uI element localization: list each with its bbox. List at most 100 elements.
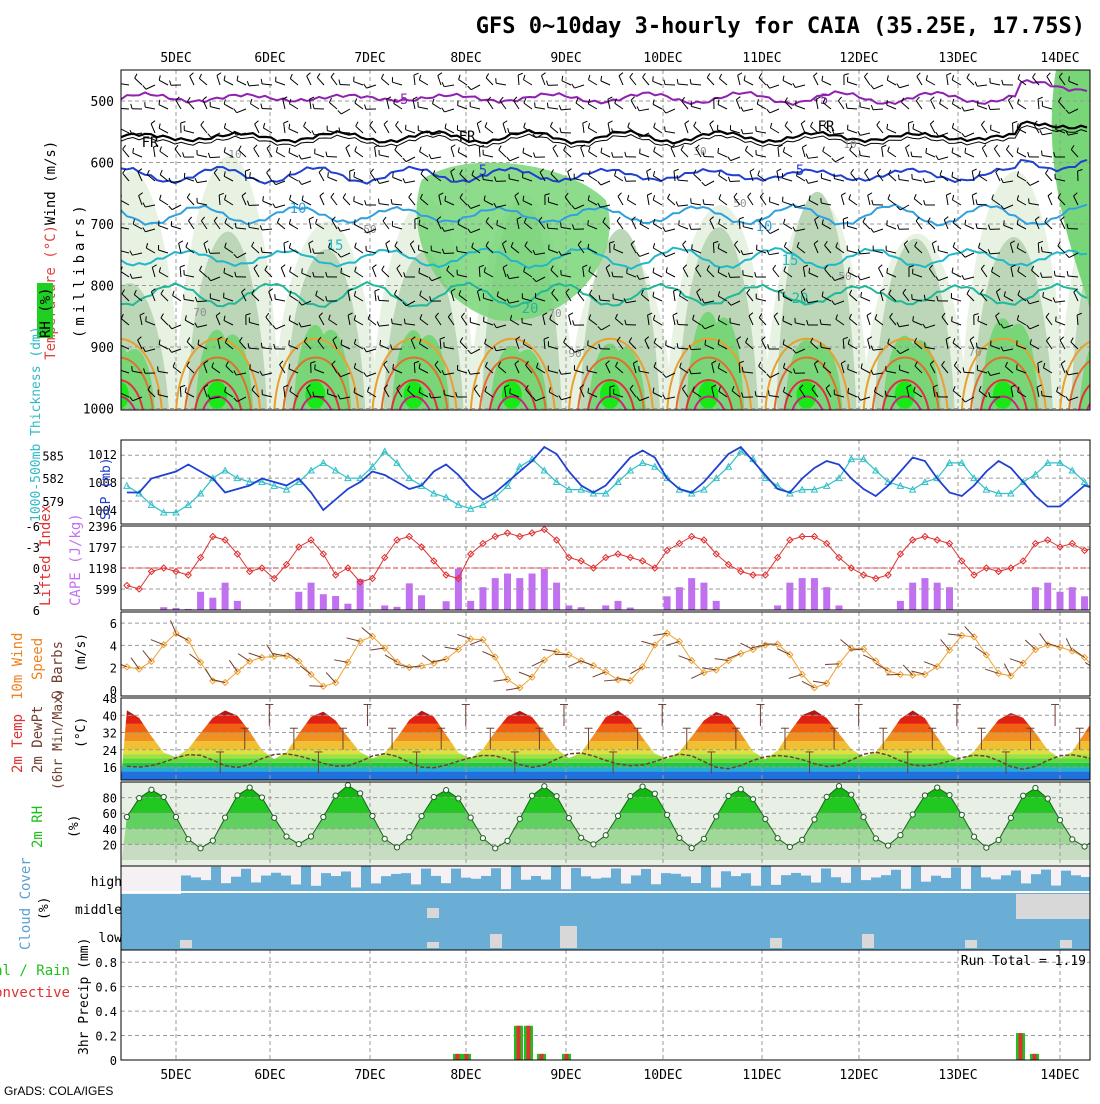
- cloud-high-gap: [841, 866, 851, 883]
- wind-barb-flag: [1069, 76, 1070, 81]
- temp2m-ylabel-1: 2m Temp: [10, 714, 26, 773]
- wind-barb-flag: [588, 220, 589, 225]
- precip-convective-bar: [540, 1054, 544, 1060]
- rh-saturated: [502, 381, 522, 409]
- rh2m-point: [198, 846, 203, 851]
- wind-barb: [691, 373, 701, 374]
- wind-barb-flag: [497, 220, 498, 225]
- cloud-high-gap: [781, 866, 791, 875]
- thickness-tick-label: 582: [42, 472, 64, 486]
- cloud-level-label: low: [99, 931, 123, 946]
- precip-tick-label: 0.6: [95, 981, 117, 995]
- cape-bar: [467, 601, 474, 610]
- cloud-high-gap: [991, 866, 1001, 879]
- rh2m-point: [800, 837, 805, 842]
- pressure-tick-label: 700: [91, 218, 114, 233]
- wind-barb-flag: [887, 220, 888, 225]
- wind-barb: [713, 243, 714, 253]
- chart-title: GFS 0~10day 3-hourly for CAIA (35.25E, 1…: [476, 14, 1085, 39]
- cape-bar: [381, 605, 388, 610]
- cloud-high-gap: [581, 866, 591, 876]
- wind-barb-flag: [679, 220, 680, 225]
- cloud-high-gap: [961, 866, 971, 889]
- wind-barb: [1040, 633, 1048, 644]
- cloud-high-gap: [401, 866, 411, 873]
- precip-convective-bar: [1033, 1054, 1037, 1060]
- rh-saturated: [404, 381, 424, 409]
- wind-barb-flag: [913, 316, 914, 321]
- wind-barb-flag: [158, 366, 159, 371]
- rh2m-point: [431, 794, 436, 799]
- rh2m-point: [173, 814, 178, 819]
- rh2m-point: [603, 833, 608, 838]
- cloud-high-gap: [321, 866, 331, 873]
- cape-bar: [676, 587, 683, 610]
- cloud-high-gap: [631, 866, 641, 875]
- rh2m-point: [333, 793, 338, 798]
- cloud-mid-gap: [427, 908, 439, 918]
- cape-bar: [700, 583, 707, 610]
- precip-tick-label: 0.2: [95, 1030, 117, 1044]
- wind-barb-flag: [250, 364, 251, 369]
- precip-tick-label: 0.4: [95, 1005, 117, 1019]
- cloud-high-gap: [1041, 866, 1051, 870]
- cape-bar: [308, 583, 315, 610]
- wind-barb: [422, 655, 434, 663]
- cloud-mid-gap: [1016, 894, 1090, 919]
- cloud-unit: (%): [37, 897, 52, 920]
- cloud-low-gap: [1060, 940, 1072, 948]
- wind-barb: [691, 673, 704, 679]
- precip-convective-bar: [565, 1054, 569, 1060]
- rh2m-point: [947, 793, 952, 798]
- wind-barb-flag: [561, 222, 562, 227]
- rh-band: [121, 844, 1090, 860]
- rh2m-point: [726, 793, 731, 798]
- wind-barb-flag: [976, 343, 977, 348]
- wind-barb: [789, 674, 802, 678]
- rh2m-point: [750, 797, 755, 802]
- upper-air-panel: -5-5FRFRFR551010151520201010305050507070…: [37, 70, 1100, 417]
- wind-speed-point: [1094, 667, 1100, 673]
- rh2m-point: [628, 794, 633, 799]
- cape-bar: [197, 592, 204, 610]
- rh2m-point: [971, 834, 976, 839]
- temp-band: [121, 763, 1090, 767]
- wind-barb-flag: [535, 102, 536, 107]
- cloud-high-gap: [651, 866, 661, 884]
- rh-tick-label: 20: [103, 838, 117, 852]
- wind-barb: [903, 665, 913, 675]
- cape-bar: [836, 605, 843, 610]
- cloud-base: [121, 866, 1090, 950]
- temp-tick-label: 16: [103, 761, 117, 775]
- pressure-tick-label: 1000: [83, 402, 114, 417]
- cape-bar: [1069, 587, 1076, 610]
- rh2m-point: [714, 814, 719, 819]
- cloud-high-gap: [681, 866, 691, 876]
- wind-barb: [666, 642, 679, 646]
- cloud-high-gap: [881, 866, 891, 875]
- wind-barb: [457, 634, 470, 639]
- wind-barb: [229, 660, 237, 671]
- isotherm-label: FR: [818, 119, 835, 135]
- rh2m-point: [505, 838, 510, 843]
- precip-convective-bar: [1019, 1033, 1023, 1060]
- wind-barb-flag: [1029, 198, 1030, 203]
- isotherm-label: 20: [522, 301, 539, 317]
- wind-barb: [691, 349, 701, 350]
- cape-bar: [1057, 592, 1064, 610]
- precip-convective-bar: [465, 1054, 469, 1060]
- isotherm-label: 15: [782, 253, 799, 269]
- cloud-high-gap: [471, 866, 481, 879]
- cloud-high-gap: [861, 866, 871, 880]
- rh2m-point: [468, 815, 473, 820]
- wind-speed-line: [127, 633, 1100, 688]
- precip-ylabel-1: Total / Rain: [0, 963, 70, 979]
- rh2m-point: [308, 834, 313, 839]
- wind-barb: [840, 640, 851, 649]
- wind-barb-flag: [249, 222, 250, 227]
- rh2m-point: [812, 817, 817, 822]
